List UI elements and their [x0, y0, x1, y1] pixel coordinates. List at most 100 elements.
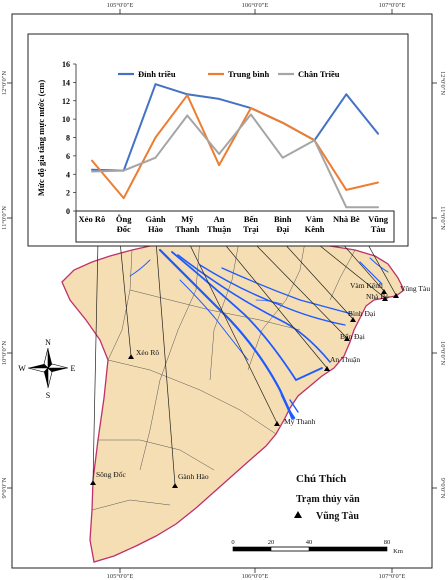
graticule	[7, 9, 437, 573]
data-point	[281, 156, 284, 159]
station-marker-vung-tau	[393, 293, 399, 298]
category-label: Gành Hào	[145, 214, 166, 234]
map-label-vam-kenh: Vàm Kênh	[350, 281, 383, 290]
data-point	[91, 170, 93, 173]
map-label-nha-be: Nhà Bè	[366, 292, 389, 301]
category-label-box	[75, 210, 395, 243]
y-tick-label: 4	[66, 170, 70, 179]
lat-label: 12°0'0"N	[439, 71, 446, 95]
lat-label: 9°0'0"N	[439, 478, 446, 499]
station-marker-vam-kenh	[381, 289, 387, 294]
legend-station-triangle-icon	[294, 511, 302, 518]
station-labels: Vũng Tàu Vàm Kênh Nhà Bè Bình Đại Bến Đạ…	[96, 281, 430, 481]
category-label: Xẻo Rô	[79, 214, 106, 224]
series-line	[91, 113, 379, 209]
lon-label: 106°0'0"E	[242, 573, 269, 580]
station-marker-my-thanh	[274, 421, 280, 426]
category-label: Bình Đại	[274, 214, 292, 234]
category-label: Vũng Tàu	[368, 214, 389, 234]
lon-labels-top: 105°0'0"E 106°0'0"E 107°0'0"E	[107, 2, 406, 9]
y-ticks: 0 2 4 6 8 10 12 14 16	[62, 60, 76, 216]
lat-label: 11°0'0"N	[1, 206, 8, 230]
compass-w: W	[18, 364, 26, 373]
category-label-line: Thuận	[207, 224, 231, 234]
lon-label: 105°0'0"E	[107, 2, 134, 9]
map-label-my-thanh: Mỹ Thanh	[284, 417, 316, 426]
category-label-line: Mỹ	[181, 214, 194, 224]
map-label-song-doc: Sông Đốc	[96, 470, 126, 479]
data-point	[154, 136, 157, 139]
category-label-line: Tàu	[371, 224, 386, 234]
scale-unit: Km	[393, 548, 403, 555]
river-network	[129, 248, 389, 420]
y-tick-label: 12	[62, 97, 70, 106]
legend-title: Chú Thích	[296, 473, 346, 485]
y-axis-title: Mức độ gia tăng mực nước (cm)	[36, 80, 46, 196]
map-label-ben-dai: Bến Đại	[340, 332, 365, 341]
category-label: Nhà Bè	[333, 214, 360, 224]
leader-lines	[92, 240, 397, 486]
chart-legend: Đỉnh triều Trung bình Chân Triều	[118, 69, 340, 79]
legend-label: Chân Triều	[298, 69, 340, 79]
category-label-line: Thanh	[175, 224, 199, 234]
category-label-line: Xẻo Rô	[79, 214, 106, 224]
series-lines	[91, 83, 379, 209]
data-point	[122, 197, 125, 200]
station-marker-an-thuan	[324, 366, 330, 371]
data-point	[186, 94, 189, 97]
category-label-line: Nhà Bè	[333, 214, 360, 224]
category-label-line: Đại	[276, 224, 289, 234]
lon-label: 105°0'0"E	[107, 573, 134, 580]
lon-label: 106°0'0"E	[242, 2, 269, 9]
station-marker-song-doc	[90, 480, 96, 485]
category-label: Vàm Kênh	[305, 214, 325, 234]
map-label-xeo-ro: Xẻo Rô	[136, 348, 159, 357]
station-marker-binh-dai	[350, 317, 356, 322]
data-point	[122, 169, 125, 172]
category-label-line: Trại	[243, 224, 259, 234]
station-marker-ganh-hao	[172, 483, 178, 488]
map-legend: Chú Thích Trạm thủy văn Vũng Tàu	[294, 473, 360, 522]
data-point	[91, 168, 93, 171]
y-tick-label: 14	[62, 78, 70, 87]
lat-label: 10°0'0"N	[439, 341, 446, 365]
category-label-line: Bình	[274, 214, 292, 224]
compass-e: E	[71, 364, 76, 373]
category-label-line: Ông	[116, 214, 132, 224]
lon-labels-bottom: 105°0'0"E 106°0'0"E 107°0'0"E	[107, 573, 406, 580]
data-point	[377, 132, 379, 135]
data-point	[281, 121, 284, 124]
map-label-ganh-hao: Gành Hào	[178, 472, 209, 481]
compass-s: S	[46, 391, 50, 400]
category-label-line: Bến	[244, 214, 258, 224]
legend-label: Đỉnh triều	[138, 69, 176, 79]
data-point	[218, 98, 221, 100]
y-tick-label: 6	[66, 152, 70, 161]
lat-labels-left: 12°0'0"N 11°0'0"N 10°0'0"N 9°0'0"N	[1, 71, 8, 499]
scale-label: 20	[268, 539, 275, 546]
lat-label: 9°0'0"N	[1, 477, 8, 498]
data-point	[345, 188, 348, 191]
compass-rose-icon: N S E W	[18, 338, 75, 400]
legend-item-label: Vũng Tàu	[316, 511, 359, 522]
series-line	[91, 94, 379, 200]
lon-label: 107°0'0"E	[379, 573, 406, 580]
station-marker-ben-dai	[344, 336, 350, 341]
lat-label: 10°0'0"N	[1, 341, 8, 365]
y-tick-label: 0	[66, 207, 70, 216]
compass-n: N	[45, 338, 51, 347]
data-point	[154, 83, 157, 86]
data-point	[218, 164, 221, 166]
data-point	[218, 153, 221, 155]
station-marker-xeo-ro	[128, 354, 134, 359]
series-line	[91, 83, 379, 172]
lat-label: 12°0'0"N	[1, 71, 8, 95]
y-tick-label: 2	[66, 189, 70, 198]
data-point	[377, 181, 379, 184]
lon-label: 107°0'0"E	[379, 2, 406, 9]
legend-subtitle: Trạm thủy văn	[296, 494, 360, 505]
data-point	[345, 206, 348, 209]
category-label-line: Đốc	[117, 224, 131, 234]
lat-labels-right: 12°0'0"N 11°0'0"N 10°0'0"N 9°0'0"N	[439, 71, 446, 499]
data-point	[154, 156, 157, 159]
